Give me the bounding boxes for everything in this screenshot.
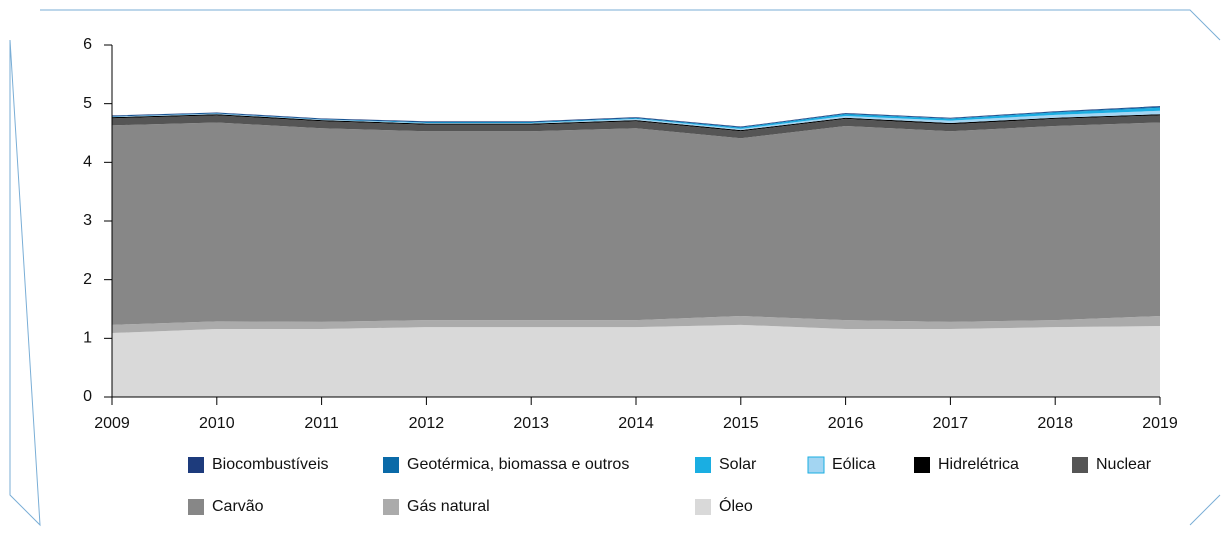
legend-label: Nuclear <box>1096 456 1152 473</box>
legend-label: Eólica <box>832 456 876 473</box>
x-tick-label: 2012 <box>409 415 445 432</box>
x-tick-label: 2015 <box>723 415 759 432</box>
y-tick-label: 5 <box>83 95 92 112</box>
x-tick-label: 2018 <box>1037 415 1073 432</box>
legend-swatch <box>807 456 825 474</box>
y-tick-label: 0 <box>83 388 92 405</box>
x-tick-label: 2013 <box>513 415 549 432</box>
legend-swatch <box>695 457 711 473</box>
x-tick-label: 2014 <box>618 415 654 432</box>
legend-swatch <box>383 457 399 473</box>
legend-swatch <box>695 499 711 515</box>
legend-label: Solar <box>719 456 757 473</box>
area <box>112 316 1160 334</box>
legend-label: Óleo <box>719 496 753 515</box>
y-tick-label: 1 <box>83 330 92 347</box>
y-tick-label: 2 <box>83 271 92 288</box>
legend-swatch <box>914 457 930 473</box>
area <box>112 115 1160 139</box>
y-tick-label: 6 <box>83 36 92 53</box>
x-tick-label: 2009 <box>94 415 130 432</box>
area <box>112 324 1160 397</box>
y-tick-label: 4 <box>83 154 92 171</box>
legend-swatch <box>188 499 204 515</box>
legend-swatch <box>188 457 204 473</box>
legend-label: Gás natural <box>407 498 490 515</box>
legend-swatch <box>383 499 399 515</box>
x-tick-label: 2016 <box>828 415 864 432</box>
legend-label: Geotérmica, biomassa e outros <box>407 456 629 473</box>
y-tick-label: 3 <box>83 212 92 229</box>
x-tick-label: 2011 <box>304 415 339 432</box>
legend-swatch <box>1072 457 1088 473</box>
legend-label: Biocombustíveis <box>212 456 329 473</box>
legend-label: Hidrelétrica <box>938 456 1019 473</box>
area <box>112 122 1160 325</box>
x-tick-label: 2010 <box>199 415 235 432</box>
legend-label: Carvão <box>212 498 264 515</box>
frame <box>9 9 1221 527</box>
x-tick-label: 2019 <box>1142 415 1178 432</box>
x-tick-label: 2017 <box>933 415 969 432</box>
